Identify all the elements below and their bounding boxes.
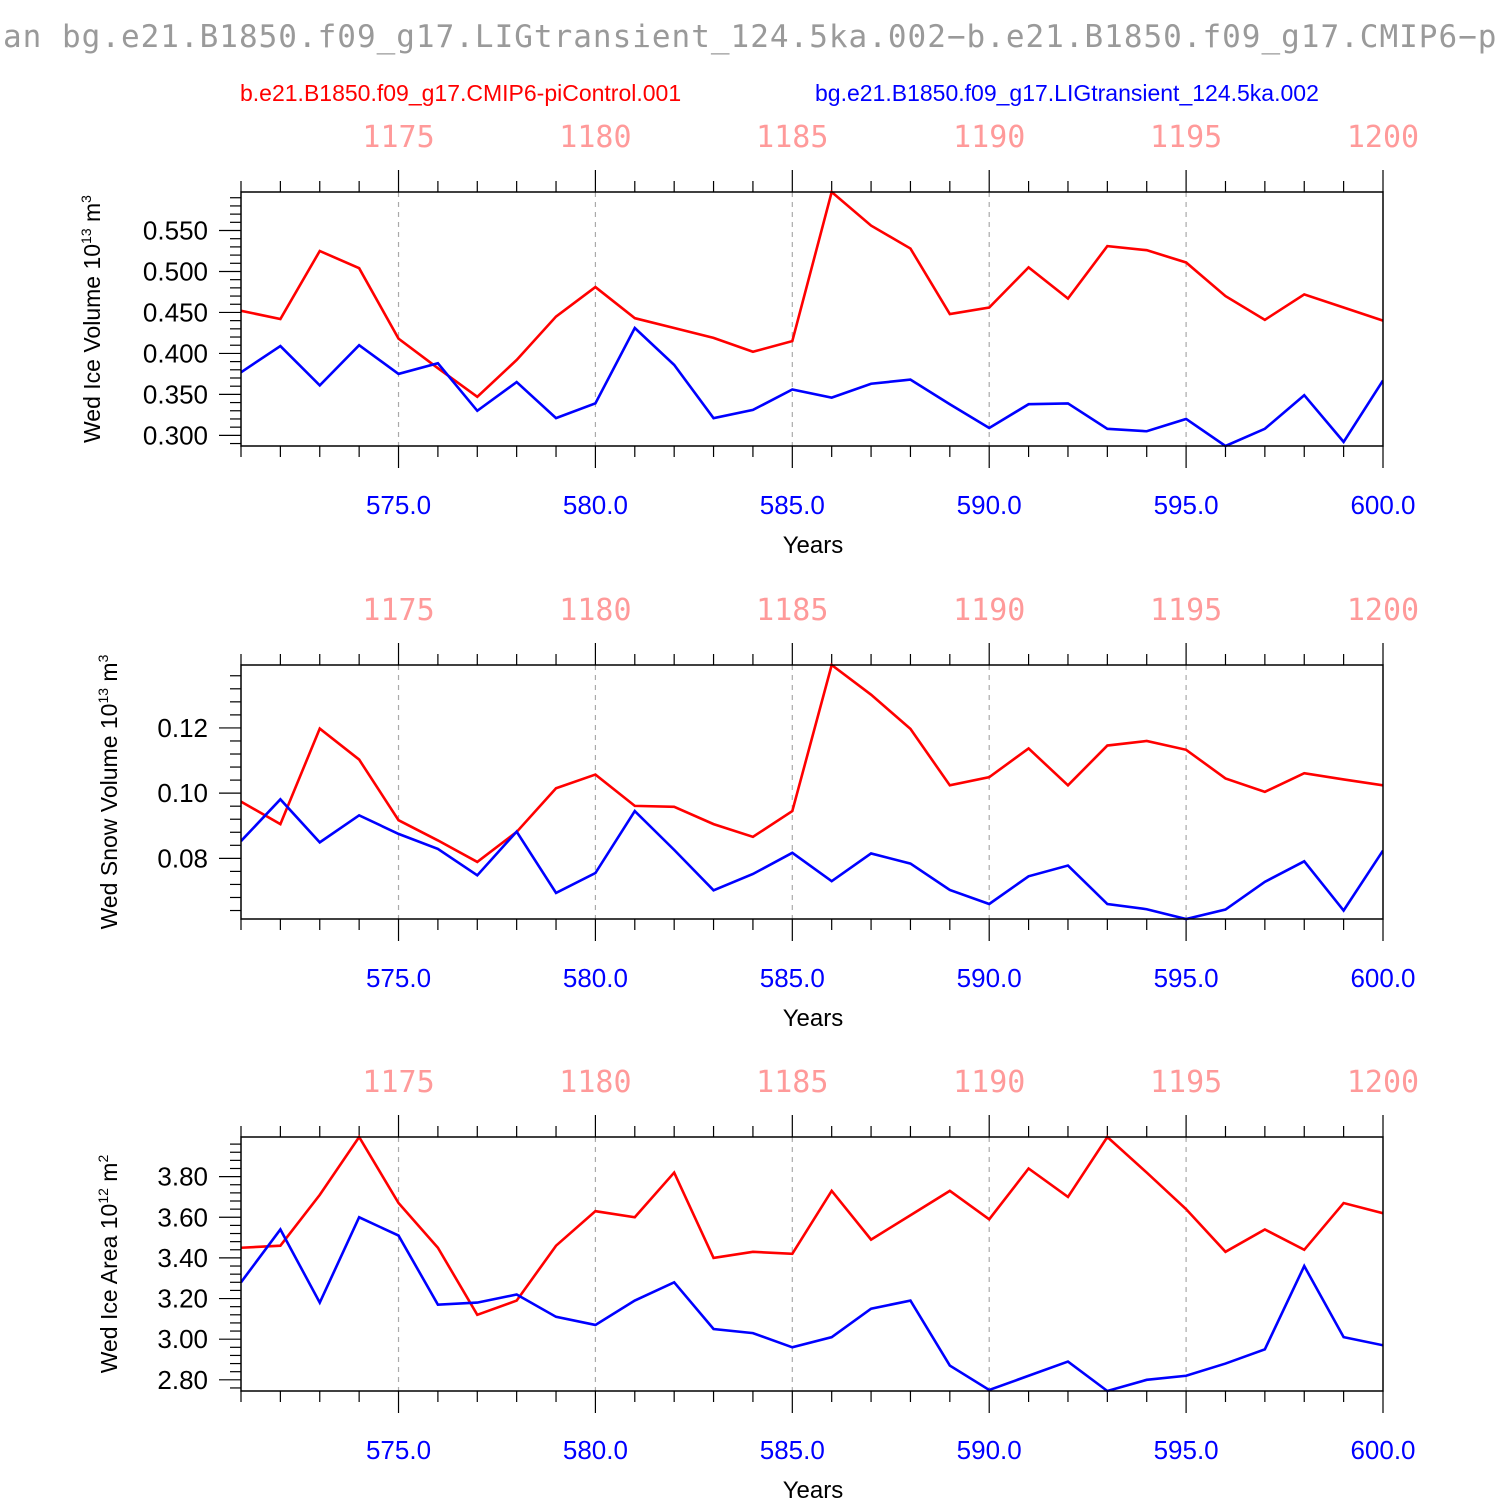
x-tick-label: 600.0 <box>1350 490 1415 520</box>
x-axis-label: Years <box>783 1005 844 1032</box>
y-tick-label: 3.40 <box>157 1243 208 1273</box>
legend-series-1: b.e21.B1850.f09_g17.CMIP6-piControl.001 <box>240 80 681 106</box>
x-tick-label: 590.0 <box>957 1435 1022 1465</box>
y-axis-label: Wed Snow Volume 1013 m3 <box>95 654 122 929</box>
y-tick-label: 3.20 <box>157 1284 208 1314</box>
top-x-tick-label: 1200 <box>1347 1065 1419 1100</box>
top-x-tick-label: 1175 <box>362 120 434 155</box>
top-x-tick-label: 1195 <box>1150 593 1222 628</box>
top-x-tick-label: 1190 <box>953 1065 1025 1100</box>
top-x-tick-label: 1180 <box>559 120 631 155</box>
top-x-tick-label: 1200 <box>1347 593 1419 628</box>
x-tick-label: 585.0 <box>760 963 825 993</box>
top-x-tick-label: 1180 <box>559 593 631 628</box>
y-tick-label: 0.550 <box>143 216 208 246</box>
y-axis-label: Wed Ice Area 1012 m2 <box>95 1155 122 1374</box>
series-line-2 <box>241 325 1383 448</box>
x-tick-label: 585.0 <box>760 1435 825 1465</box>
series-line-2 <box>241 1215 1383 1393</box>
top-x-tick-label: 1175 <box>362 593 434 628</box>
x-tick-label: 580.0 <box>563 1435 628 1465</box>
y-tick-label: 3.60 <box>157 1202 208 1232</box>
chart-panel-2: 0.08 0.10 0.12 1175 1180 1185 1190 1195 1200 575.… <box>95 593 1419 1032</box>
x-tick-label: 585.0 <box>760 490 825 520</box>
chart-panel-3: 2.80 3.00 3.20 3.40 3.60 3.80 1175 1180 1185 1190… <box>95 1065 1419 1500</box>
top-x-tick-label: 1195 <box>1150 1065 1222 1100</box>
top-x-tick-label: 1180 <box>559 1065 631 1100</box>
y-tick-label: 0.450 <box>143 297 208 327</box>
top-x-tick-label: 1185 <box>756 593 828 628</box>
y-tick-label: 0.08 <box>157 843 208 873</box>
series-line-1 <box>241 1135 1383 1317</box>
chart-panel-1: 0.300 0.350 0.400 0.450 0.500 0.550 1175 1180 11… <box>78 120 1419 559</box>
y-tick-label: 0.400 <box>143 338 208 368</box>
series-line-2 <box>241 797 1383 921</box>
x-axis-label: Years <box>783 1477 844 1500</box>
y-tick-label: 0.300 <box>143 420 208 450</box>
y-tick-label: 3.80 <box>157 1162 208 1192</box>
x-tick-label: 575.0 <box>366 1435 431 1465</box>
chart-panels: 0.300 0.350 0.400 0.450 0.500 0.550 1175 1180 11… <box>78 120 1419 1500</box>
top-x-tick-label: 1190 <box>953 593 1025 628</box>
x-tick-label: 600.0 <box>1350 963 1415 993</box>
x-tick-label: 590.0 <box>957 963 1022 993</box>
y-tick-label: 0.12 <box>157 713 208 743</box>
y-tick-label: 0.10 <box>157 778 208 808</box>
x-tick-label: 595.0 <box>1154 490 1219 520</box>
top-x-tick-label: 1185 <box>756 120 828 155</box>
y-tick-label: 2.80 <box>157 1365 208 1395</box>
y-tick-label: 0.500 <box>143 256 208 286</box>
x-tick-label: 580.0 <box>563 490 628 520</box>
x-tick-label: 595.0 <box>1154 1435 1219 1465</box>
top-x-tick-label: 1175 <box>362 1065 434 1100</box>
x-tick-label: 580.0 <box>563 963 628 993</box>
top-x-tick-label: 1195 <box>1150 120 1222 155</box>
y-tick-label: 0.350 <box>143 379 208 409</box>
x-tick-label: 575.0 <box>366 963 431 993</box>
series-line-1 <box>241 663 1383 864</box>
y-tick-label: 3.00 <box>157 1324 208 1354</box>
plot-frame <box>240 664 1384 920</box>
series-line-1 <box>241 190 1383 399</box>
plot-frame <box>240 1136 1384 1392</box>
top-x-tick-label: 1200 <box>1347 120 1419 155</box>
x-axis-label: Years <box>783 532 844 559</box>
legend-series-2: bg.e21.B1850.f09_g17.LIGtransient_124.5k… <box>815 80 1319 106</box>
page-title: an bg.e21.B1850.f09_g17.LIGtransient_124… <box>3 19 1500 55</box>
top-x-tick-label: 1190 <box>953 120 1025 155</box>
plot-frame <box>240 191 1384 447</box>
top-x-tick-label: 1185 <box>756 1065 828 1100</box>
x-tick-label: 590.0 <box>957 490 1022 520</box>
x-tick-label: 575.0 <box>366 490 431 520</box>
x-tick-label: 600.0 <box>1350 1435 1415 1465</box>
y-axis-label: Wed Ice Volume 1013 m3 <box>78 195 105 443</box>
x-tick-label: 595.0 <box>1154 963 1219 993</box>
